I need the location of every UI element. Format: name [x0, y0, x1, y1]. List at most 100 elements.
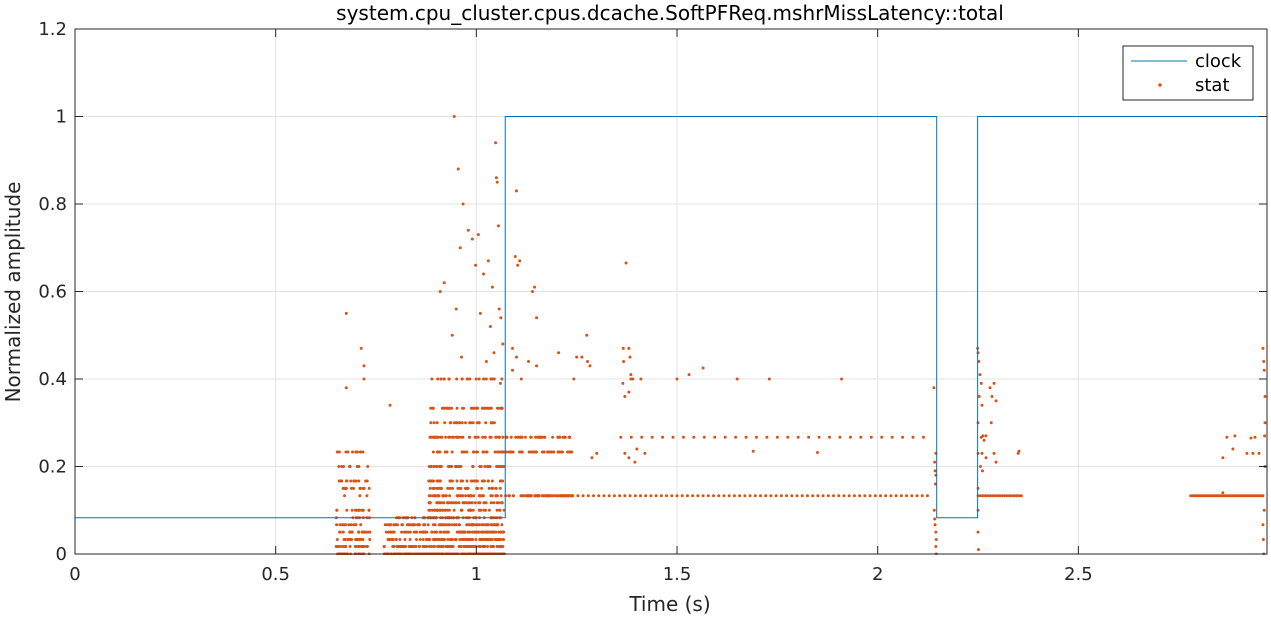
stat-point	[627, 346, 631, 350]
stat-point	[427, 494, 431, 498]
stat-point	[391, 538, 395, 542]
stat-point	[487, 486, 491, 490]
stat-point	[495, 545, 499, 549]
stat-point	[412, 530, 416, 534]
stat-point	[523, 435, 527, 439]
stat-point	[527, 450, 531, 454]
stat-point	[460, 377, 464, 381]
stat-point	[488, 325, 492, 328]
stat-point	[350, 508, 354, 512]
stat-point	[475, 450, 479, 454]
stat-point	[400, 530, 404, 534]
stat-point	[349, 486, 353, 490]
stat-point	[499, 450, 503, 454]
stat-point	[482, 501, 486, 505]
stat-point	[993, 494, 997, 498]
stat-point	[342, 538, 346, 542]
stat-point	[489, 406, 493, 410]
stat-point	[492, 501, 496, 505]
stat-point	[489, 435, 493, 439]
stat-point	[447, 435, 451, 439]
stat-point	[899, 494, 903, 498]
stat-point	[445, 545, 449, 549]
stat-point	[901, 435, 905, 439]
stat-point	[910, 494, 914, 498]
stat-point	[621, 346, 625, 350]
stat-point	[513, 255, 517, 258]
stat-point	[473, 479, 477, 483]
stat-point	[442, 494, 446, 498]
stat-point	[447, 508, 451, 512]
stat-point	[977, 395, 981, 398]
stat-point	[595, 451, 599, 455]
stat-point	[335, 538, 339, 542]
stat-point	[431, 523, 435, 527]
stat-point	[692, 435, 696, 439]
stat-point	[388, 530, 392, 534]
stat-point	[847, 494, 851, 498]
stat-point	[551, 494, 555, 498]
stat-point	[490, 479, 494, 483]
stat-point	[445, 508, 449, 512]
stat-point	[431, 508, 435, 512]
stat-point	[734, 435, 738, 439]
stat-point	[337, 450, 341, 454]
stat-point	[563, 435, 567, 439]
legend-clock-label: clock	[1195, 51, 1242, 72]
stat-point	[482, 377, 486, 381]
stat-point	[858, 494, 862, 498]
stat-point	[519, 377, 523, 381]
stat-point	[1253, 435, 1257, 439]
stat-point	[706, 494, 710, 498]
stat-point	[496, 435, 500, 439]
stat-point	[471, 538, 475, 542]
stat-point	[976, 548, 980, 552]
stat-point	[452, 501, 456, 505]
stat-point	[454, 465, 458, 468]
stat-point	[701, 494, 705, 498]
stat-point	[358, 538, 362, 542]
stat-point	[1257, 451, 1261, 455]
stat-point	[685, 494, 689, 498]
stat-point	[354, 450, 358, 454]
stat-point	[765, 435, 769, 439]
stat-point	[470, 406, 474, 410]
stat-point	[465, 523, 469, 527]
stat-point	[576, 494, 580, 498]
stat-point	[501, 545, 505, 549]
stat-point	[498, 486, 502, 490]
stat-point	[451, 486, 455, 490]
stat-point	[459, 530, 463, 534]
stat-point	[811, 494, 815, 498]
stat-point	[443, 450, 447, 454]
stat-point	[681, 435, 685, 439]
stat-point	[486, 538, 490, 542]
stat-point	[357, 465, 361, 468]
stat-point	[338, 523, 342, 527]
stat-point	[435, 486, 439, 490]
stat-point	[980, 403, 984, 407]
stat-point	[633, 494, 637, 498]
stat-point	[1003, 494, 1007, 498]
stat-point	[1263, 421, 1267, 425]
stat-point	[406, 530, 410, 534]
stat-point	[362, 364, 366, 368]
stat-point	[422, 523, 426, 527]
stat-point	[556, 450, 560, 454]
stat-point	[588, 364, 592, 368]
stat-point	[427, 545, 431, 549]
stat-point	[459, 465, 463, 468]
x-axis-label: Time (s)	[628, 592, 710, 616]
stat-point	[497, 530, 501, 534]
stat-point	[497, 501, 501, 505]
stat-point	[627, 456, 631, 460]
stat-point	[500, 523, 504, 527]
stat-point	[868, 494, 872, 498]
stat-point	[529, 435, 533, 439]
stat-point	[350, 530, 354, 534]
stat-point	[472, 450, 476, 454]
stat-point	[691, 494, 695, 498]
stat-point	[450, 450, 454, 454]
stat-point	[475, 406, 479, 410]
